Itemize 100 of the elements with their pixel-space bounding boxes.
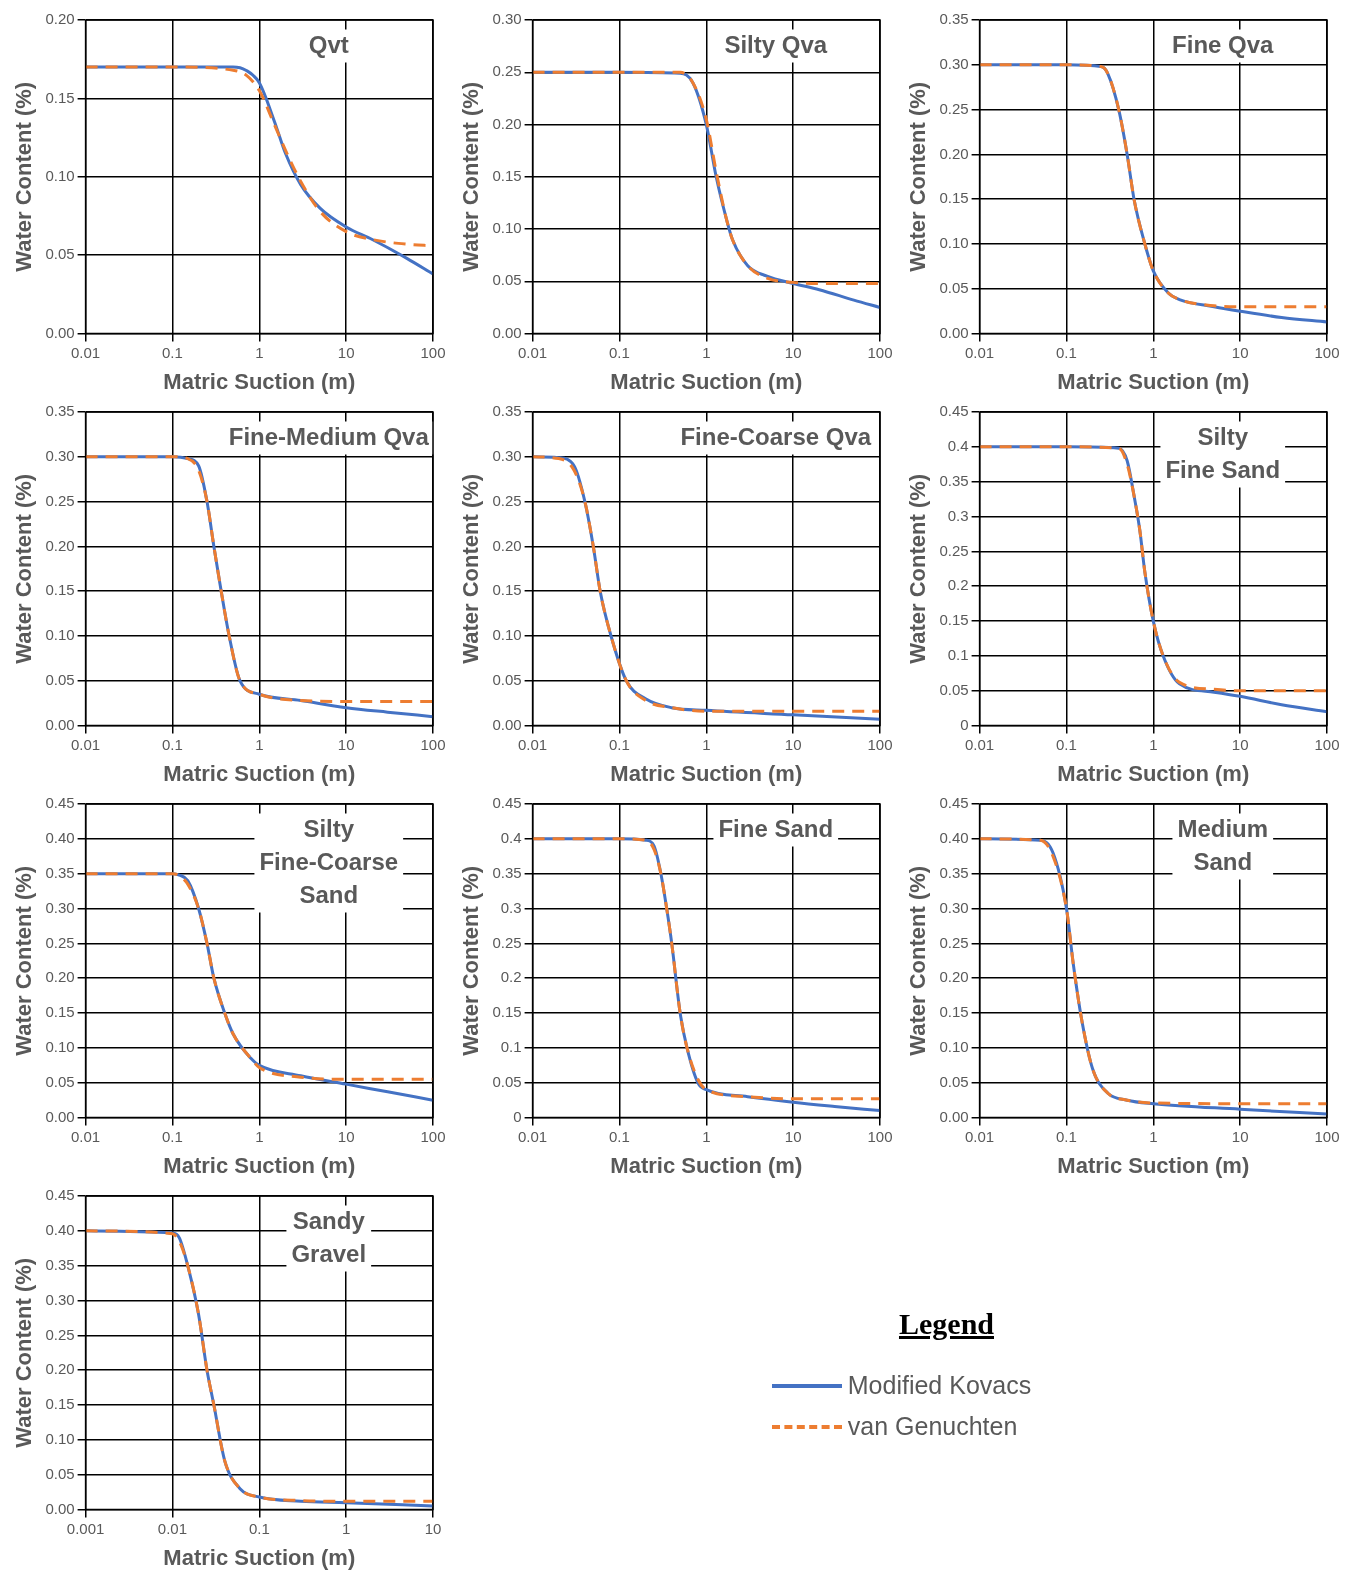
y-tick-label: 0.10 [492, 626, 522, 644]
y-tick-label: 0.40 [45, 1220, 75, 1238]
x-tick-label: 0.001 [66, 1519, 105, 1537]
x-tick-label: 0.01 [517, 1127, 548, 1145]
y-tick-label: 0.00 [492, 323, 522, 341]
text: Silty Fine-Coarse Sand [259, 814, 399, 908]
y-tick-label: 0.20 [492, 536, 522, 554]
y-tick-label: 0.00 [45, 715, 75, 733]
y-tick-label: 0.10 [939, 1038, 969, 1056]
x-tick-label: 0.1 [162, 1127, 183, 1145]
y-tick-label: 0.20 [45, 968, 75, 986]
y-axis-title: Water Content (%) [458, 81, 484, 272]
x-tick-label: 1 [1149, 343, 1158, 361]
y-tick-label: 0.1 [947, 646, 969, 664]
text: Sandy Gravel [291, 1206, 367, 1267]
y-tick-label: 0.00 [939, 1107, 969, 1125]
x-tick-label: 100 [420, 735, 446, 753]
x-tick-label: 0.01 [964, 735, 995, 753]
x-tick-label: 1 [702, 1127, 711, 1145]
text: Fine-Medium Qva [228, 422, 430, 450]
x-tick-label: 100 [420, 1127, 446, 1145]
y-tick-label: 0.00 [45, 1107, 75, 1125]
y-tick-label: 0.00 [45, 323, 75, 341]
y-axis-title: Water Content (%) [11, 81, 37, 272]
y-tick-label: 0.25 [492, 62, 522, 80]
x-tick-label: 0.01 [517, 735, 548, 753]
x-tick-label: 0.01 [964, 1127, 995, 1145]
y-axis-title: Water Content (%) [458, 473, 484, 664]
y-tick-label: 0.20 [45, 1360, 75, 1378]
y-tick-label: 0.10 [939, 234, 969, 252]
y-tick-label: 0.35 [939, 10, 969, 28]
x-tick-label: 100 [867, 735, 893, 753]
y-tick-label: 0.25 [492, 933, 522, 951]
y-tick-label: 0 [960, 715, 969, 733]
y-tick-label: 0.25 [492, 491, 522, 509]
x-tick-label: 1 [255, 343, 264, 361]
y-tick-label: 0.05 [939, 680, 969, 698]
y-tick-label: 0.15 [492, 581, 522, 599]
y-tick-label: 0.35 [939, 471, 969, 489]
y-tick-label: 0.35 [45, 402, 75, 420]
x-tick-label: 10 [1231, 735, 1249, 753]
y-tick-label: 0.05 [492, 1072, 522, 1090]
y-tick-label: 0.45 [939, 402, 969, 420]
y-tick-label: 0.40 [939, 828, 969, 846]
x-tick-label: 10 [337, 735, 355, 753]
y-tick-label: 0.20 [939, 968, 969, 986]
y-tick-label: 0.35 [492, 863, 522, 881]
x-tick-label: 100 [420, 343, 446, 361]
x-tick-label: 0.1 [162, 343, 183, 361]
y-tick-label: 0.20 [45, 10, 75, 28]
x-tick-label: 10 [1231, 343, 1249, 361]
y-tick-label: 0.3 [500, 898, 522, 916]
y-tick-label: 0.05 [939, 278, 969, 296]
y-axis-title: Water Content (%) [11, 473, 37, 664]
y-tick-label: 0.15 [939, 611, 969, 629]
y-tick-label: 0.25 [939, 933, 969, 951]
y-tick-label: 0.4 [500, 828, 522, 846]
y-tick-label: 0.15 [492, 166, 522, 184]
y-tick-label: 0.25 [939, 99, 969, 117]
x-tick-label: 1 [255, 735, 264, 753]
text: Silty Qva [724, 30, 828, 58]
x-axis-title: Matric Suction (m) [163, 1152, 356, 1178]
x-tick-label: 1 [1149, 1127, 1158, 1145]
y-tick-label: 0.1 [500, 1038, 522, 1056]
y-tick-label: 0.05 [45, 670, 75, 688]
y-tick-label: 0.05 [45, 1464, 75, 1482]
y-tick-label: 0.25 [45, 491, 75, 509]
y-tick-label: 0.15 [939, 1003, 969, 1021]
y-tick-label: 0.45 [939, 794, 969, 812]
y-tick-label: 0.05 [492, 271, 522, 289]
x-tick-label: 0.1 [1056, 343, 1077, 361]
y-tick-label: 0.25 [45, 1325, 75, 1343]
y-tick-label: 0.30 [492, 10, 522, 28]
y-tick-label: 0.10 [45, 1038, 75, 1056]
y-axis-title: Water Content (%) [458, 865, 484, 1056]
x-tick-label: 0.1 [162, 735, 183, 753]
y-tick-label: 0.00 [939, 323, 969, 341]
x-axis-title: Matric Suction (m) [163, 760, 356, 786]
y-tick-label: 0.10 [492, 219, 522, 237]
x-axis-title: Matric Suction (m) [1057, 1152, 1250, 1178]
x-axis-title: Matric Suction (m) [610, 760, 803, 786]
x-tick-label: 10 [1231, 1127, 1249, 1145]
legend-title: Legend [898, 1307, 995, 1341]
y-tick-label: 0.45 [45, 1186, 75, 1204]
y-tick-label: 0.2 [500, 968, 522, 986]
x-axis-title: Matric Suction (m) [163, 1544, 356, 1570]
y-tick-label: 0.35 [939, 863, 969, 881]
y-axis-title: Water Content (%) [11, 865, 37, 1056]
y-tick-label: 0.30 [939, 898, 969, 916]
y-tick-label: 0.10 [45, 1430, 75, 1448]
x-axis-title: Matric Suction (m) [610, 1152, 803, 1178]
text: Medium Sand [1177, 814, 1269, 875]
x-tick-label: 100 [1314, 343, 1340, 361]
x-tick-label: 0.01 [157, 1519, 188, 1537]
y-tick-label: 0.05 [45, 1072, 75, 1090]
x-tick-label: 0.1 [609, 1127, 630, 1145]
y-tick-label: 0.15 [45, 1395, 75, 1413]
x-axis-title: Matric Suction (m) [163, 368, 356, 394]
x-tick-label: 0.01 [70, 343, 101, 361]
y-tick-label: 0.30 [45, 898, 75, 916]
